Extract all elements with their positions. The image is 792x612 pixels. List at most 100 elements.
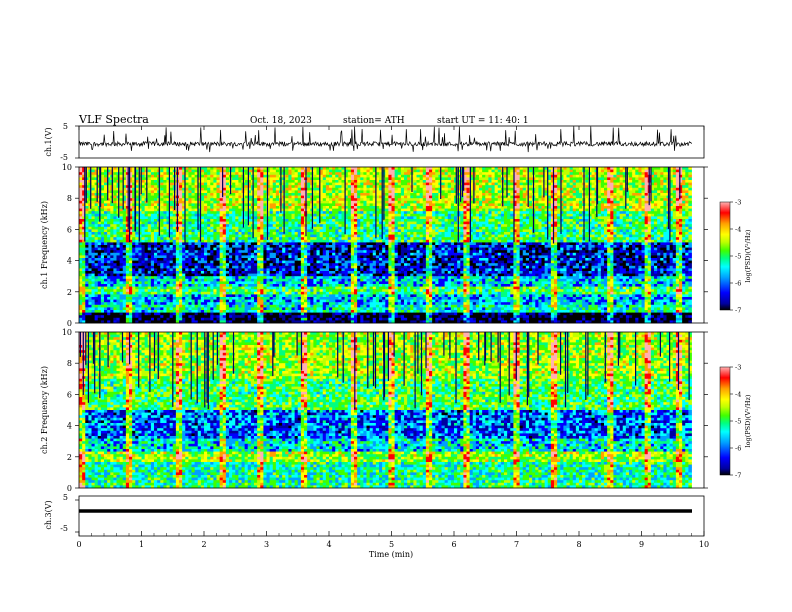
spectrogram-cell: [151, 211, 155, 214]
spectrogram-cell: [285, 211, 289, 214]
spectrogram-cell: [142, 196, 146, 199]
spectrogram-cell: [307, 206, 311, 209]
spectrogram-cell: [401, 201, 405, 204]
spectrogram-cell: [288, 211, 292, 214]
spectrogram-cell: [145, 216, 149, 219]
spectrogram-cell: [295, 175, 299, 178]
spectrogram-cell: [226, 175, 230, 178]
spectrogram-cell: [610, 190, 614, 193]
spectrogram-cell: [335, 167, 339, 170]
spectrogram-cell: [163, 229, 167, 232]
spectrogram-cell: [657, 227, 661, 230]
spectrogram-cell: [463, 209, 467, 212]
spectrogram-cell: [335, 196, 339, 199]
spectrogram-cell: [348, 172, 352, 175]
spectrogram-cell: [370, 190, 374, 193]
spectrogram-cell: [285, 170, 289, 173]
spectrogram-cell: [485, 180, 489, 183]
spectrogram-cell: [617, 193, 621, 196]
spectrogram-cell: [360, 190, 364, 193]
spectrogram-cell: [113, 222, 117, 225]
spectrogram-cell: [573, 224, 577, 227]
spectrogram-cell: [492, 206, 496, 209]
spectrogram-cell: [207, 183, 211, 186]
spectrogram-cell: [248, 227, 252, 230]
spectrogram-cell: [620, 175, 624, 178]
spectrogram-cell: [301, 183, 305, 186]
spectrogram-cell: [363, 227, 367, 230]
spectrogram-cell: [679, 227, 683, 230]
spectrogram-cell: [307, 190, 311, 193]
spectrogram-cell: [567, 196, 571, 199]
spectrogram-cell: [417, 201, 421, 204]
spectrogram-cell: [413, 229, 417, 232]
spectrogram-cell: [335, 185, 339, 188]
spectrogram-cell: [357, 172, 361, 175]
spectrogram-cell: [170, 172, 174, 175]
spectrogram-cell: [579, 206, 583, 209]
spectrogram-cell: [392, 188, 396, 191]
spectrogram-cell: [617, 227, 621, 230]
spectrogram-cell: [107, 219, 111, 222]
spectrogram-cell: [360, 196, 364, 199]
spectrogram-cell: [442, 193, 446, 196]
spectrogram-cell: [423, 201, 427, 204]
spectrogram-cell: [285, 193, 289, 196]
spectrogram-cell: [413, 211, 417, 214]
spectrogram-cell: [426, 183, 430, 186]
spectrogram-cell: [673, 172, 677, 175]
spectrogram-cell: [151, 219, 155, 222]
spectrogram-cell: [301, 193, 305, 196]
spectrogram-cell: [257, 188, 261, 191]
spectrogram-cell: [113, 193, 117, 196]
spectrogram-cell: [435, 167, 439, 170]
spectrogram-cell: [510, 203, 514, 206]
spectrogram-cell: [104, 177, 108, 180]
spectrogram-cell: [201, 196, 205, 199]
spectrogram-cell: [107, 209, 111, 212]
spectrogram-cell: [520, 190, 524, 193]
spectrogram-cell: [482, 170, 486, 173]
spectrogram-cell: [517, 206, 521, 209]
spectrogram-cell: [407, 214, 411, 217]
spectrogram-cell: [113, 224, 117, 227]
spectrogram-cell: [529, 183, 533, 186]
spectrogram-cell: [213, 185, 217, 188]
spectrogram-cell: [448, 167, 452, 170]
spectrogram-cell: [101, 170, 105, 173]
spectrogram-cell: [557, 185, 561, 188]
spectrogram-cell: [432, 214, 436, 217]
spectrogram-cell: [529, 222, 533, 225]
spectrogram-cell: [235, 190, 239, 193]
spectrogram-cell: [573, 222, 577, 225]
spectrogram-cell: [463, 214, 467, 217]
spectrogram-cell: [101, 167, 105, 170]
spectrogram-cell: [110, 206, 114, 209]
spectrogram-cell: [492, 203, 496, 206]
spectrogram-cell: [654, 201, 658, 204]
spectrogram-cell: [257, 185, 261, 188]
station-label: station= ATH: [343, 116, 405, 126]
spectrogram-cell: [279, 232, 283, 235]
spectrogram-cell: [120, 216, 124, 219]
spectrogram-cell: [601, 188, 605, 191]
spectrogram-cell: [538, 180, 542, 183]
spectrogram-cell: [679, 222, 683, 225]
spectrogram-cell: [320, 229, 324, 232]
spectrogram-cell: [417, 198, 421, 201]
spectrogram-cell: [520, 214, 524, 217]
spectrogram-cell: [498, 209, 502, 212]
spectrogram-cell: [263, 190, 267, 193]
spectrogram-cell: [301, 222, 305, 225]
spectrogram-cell: [357, 183, 361, 186]
spectrogram-cell: [423, 170, 427, 173]
spectrogram-cell: [423, 185, 427, 188]
spectrogram-cell: [454, 203, 458, 206]
spectrogram-cell: [257, 167, 261, 170]
spectrogram-cell: [435, 170, 439, 173]
spectrogram-cell: [654, 206, 658, 209]
spectrogram-cell: [204, 190, 208, 193]
spectrogram-cell: [657, 211, 661, 214]
spectrogram-cell: [179, 190, 183, 193]
spectrogram-cell: [482, 180, 486, 183]
